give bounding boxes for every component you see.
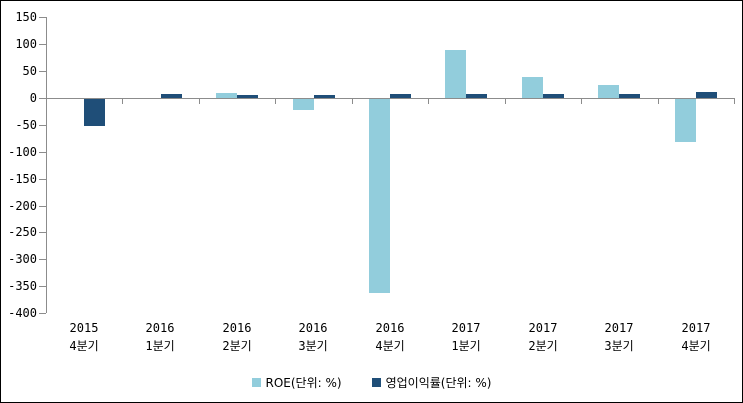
x-axis-tick bbox=[505, 98, 506, 104]
bar-series0-cat6 bbox=[522, 77, 543, 99]
bar-series1-cat2 bbox=[237, 95, 258, 98]
y-axis-tick bbox=[39, 286, 46, 287]
x-axis-category-label: 2017 4분기 bbox=[681, 321, 711, 353]
legend-item-operating-margin: 영업이익률(단위: %) bbox=[371, 374, 492, 391]
x-axis-tick bbox=[428, 98, 429, 104]
y-axis-tick-label: 150 bbox=[15, 10, 37, 24]
y-axis-tick bbox=[39, 232, 46, 233]
bar-series0-cat5 bbox=[445, 50, 466, 98]
bar-series1-cat1 bbox=[161, 94, 182, 98]
bar-series1-cat5 bbox=[466, 94, 487, 98]
y-axis-tick-label: -350 bbox=[8, 279, 37, 293]
y-axis-line bbox=[46, 17, 47, 313]
bar-series0-cat2 bbox=[216, 93, 237, 98]
y-axis-tick-label: -150 bbox=[8, 172, 37, 186]
y-axis-tick-label: 0 bbox=[29, 91, 37, 105]
x-axis-category-label: 2017 2분기 bbox=[528, 321, 558, 353]
bar-series0-cat3 bbox=[293, 99, 314, 110]
x-axis-tick bbox=[352, 98, 353, 104]
bar-series1-cat8 bbox=[696, 92, 717, 98]
bar-series1-cat7 bbox=[619, 94, 640, 98]
y-axis-tick bbox=[39, 17, 46, 18]
legend-label-operating-margin: 영업이익률(단위: %) bbox=[385, 375, 492, 390]
x-axis-tick bbox=[275, 98, 276, 104]
y-axis-tick-label: 100 bbox=[15, 37, 37, 51]
bar-series1-cat0 bbox=[84, 99, 105, 126]
x-axis-line bbox=[46, 98, 734, 99]
x-axis-category-label: 2016 2분기 bbox=[222, 321, 252, 353]
bar-series1-cat6 bbox=[543, 94, 564, 98]
y-axis-tick bbox=[39, 313, 46, 314]
legend-label-roe: ROE(단위: %) bbox=[265, 375, 342, 390]
x-axis-tick bbox=[122, 98, 123, 104]
legend-swatch-operating-margin-icon bbox=[371, 377, 381, 387]
x-axis-category-label: 2016 1분기 bbox=[145, 321, 175, 353]
y-axis-tick bbox=[39, 206, 46, 207]
y-axis-tick-label: -50 bbox=[15, 118, 37, 132]
x-axis-category-label: 2016 4분기 bbox=[375, 321, 405, 353]
y-axis-tick-label: -400 bbox=[8, 306, 37, 320]
y-axis-tick bbox=[39, 44, 46, 45]
x-axis-tick bbox=[734, 98, 735, 104]
y-axis-tick bbox=[39, 98, 46, 99]
bar-series0-cat4 bbox=[369, 99, 390, 293]
legend: ROE(단위: %) 영업이익률(단위: %) bbox=[1, 371, 742, 393]
x-axis-category-label: 2016 3분기 bbox=[298, 321, 328, 353]
y-axis-tick bbox=[39, 152, 46, 153]
legend-item-roe: ROE(단위: %) bbox=[251, 374, 342, 391]
x-axis-tick bbox=[658, 98, 659, 104]
bar-series1-cat4 bbox=[390, 94, 411, 98]
x-axis-category-label: 2015 4분기 bbox=[69, 321, 99, 353]
y-axis-tick-label: -100 bbox=[8, 145, 37, 159]
x-axis-category-label: 2017 3분기 bbox=[604, 321, 634, 353]
bar-series0-cat7 bbox=[598, 85, 619, 98]
y-axis-tick-label: 50 bbox=[22, 64, 37, 78]
legend-swatch-roe-icon bbox=[251, 377, 261, 387]
y-axis-tick-label: -300 bbox=[8, 252, 37, 266]
y-axis-tick-label: -250 bbox=[8, 225, 37, 239]
y-axis-tick bbox=[39, 125, 46, 126]
bar-series1-cat3 bbox=[314, 95, 335, 98]
x-axis-tick bbox=[199, 98, 200, 104]
y-axis-tick-label: -200 bbox=[8, 199, 37, 213]
x-axis-tick bbox=[581, 98, 582, 104]
y-axis-tick bbox=[39, 179, 46, 180]
y-axis-tick bbox=[39, 259, 46, 260]
y-axis-tick bbox=[39, 71, 46, 72]
bar-series0-cat8 bbox=[675, 99, 696, 142]
x-axis-category-label: 2017 1분기 bbox=[451, 321, 481, 353]
